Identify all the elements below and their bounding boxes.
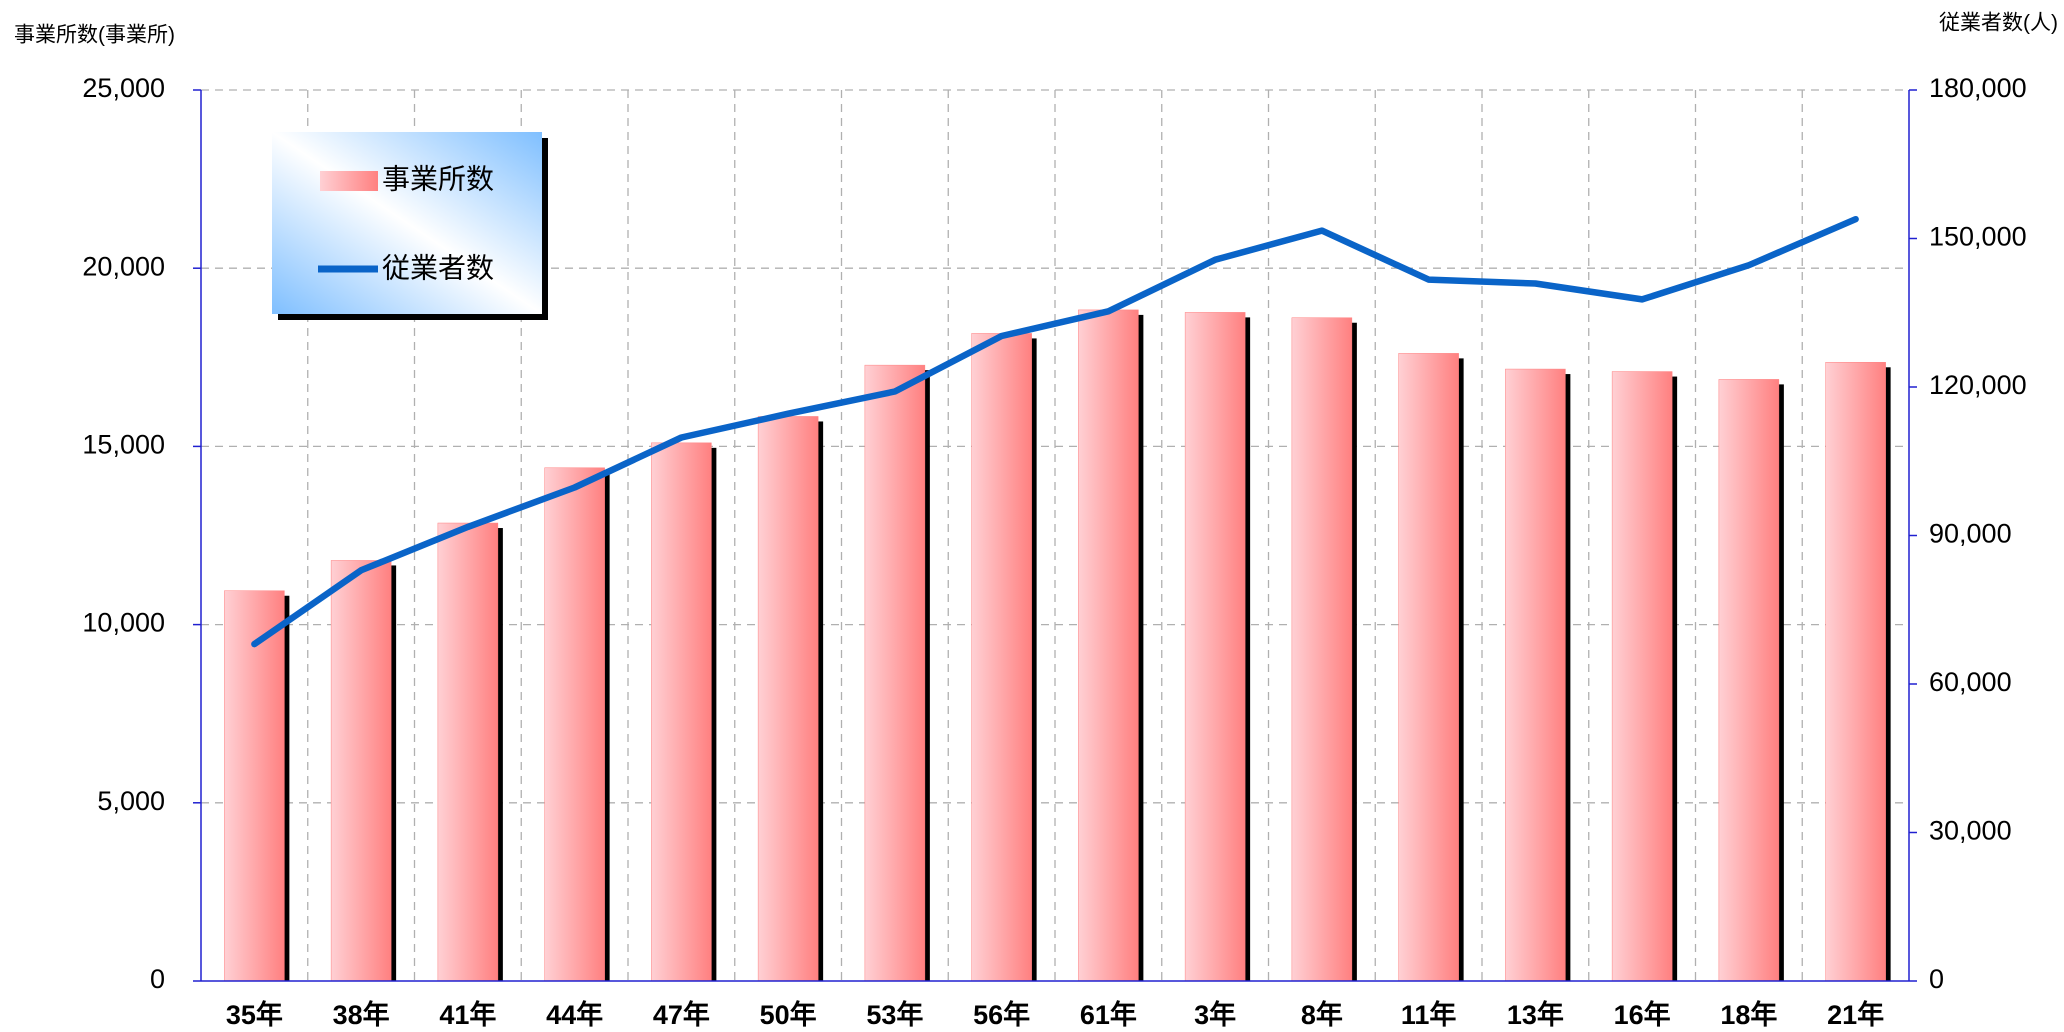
- plot-area: 0 5,000 10,000 15,000 20,000 25,000 0 30,000 60,…: [82, 73, 2026, 1030]
- legend-label: 事業所数: [382, 163, 494, 194]
- bar: [1078, 309, 1139, 982]
- y-axis-title: 事業所数(事業所): [14, 24, 175, 47]
- y-tick-label: 15,000: [82, 430, 165, 460]
- legend: 事業所数 従業者数: [272, 132, 548, 320]
- x-tick-label: 53年: [866, 999, 923, 1030]
- bar: [1398, 353, 1459, 982]
- bar: [544, 467, 605, 982]
- bar: [330, 560, 392, 982]
- legend-swatch-bar: [320, 171, 378, 191]
- x-tick-label: 56年: [973, 999, 1030, 1030]
- bar: [437, 522, 499, 982]
- bar: [1718, 379, 1780, 982]
- x-tick-label: 3年: [1194, 999, 1236, 1030]
- line: [251, 215, 1859, 648]
- y-tick-label: 0: [150, 964, 165, 994]
- x-tick-label: 44年: [546, 999, 603, 1030]
- bar: [651, 442, 712, 982]
- x-tick-label: 61年: [1080, 999, 1137, 1030]
- bar: [1611, 371, 1673, 982]
- y2-tick-label: 150,000: [1929, 222, 2027, 252]
- legend-label: 従業者数: [382, 252, 494, 283]
- legend-box: [272, 132, 542, 314]
- y2-axis-title: 従業者数(人): [1939, 12, 2058, 35]
- y-tick-label: 5,000: [97, 786, 165, 816]
- y-tick-label: 25,000: [82, 73, 165, 103]
- bar: [757, 416, 819, 982]
- bar: [1291, 317, 1353, 982]
- x-tick-label: 38年: [333, 999, 390, 1030]
- x-tick-label: 50年: [760, 999, 817, 1030]
- y2-tick-label: 90,000: [1929, 519, 2012, 549]
- bar: [1505, 368, 1566, 982]
- x-tick-label: 8年: [1301, 999, 1343, 1030]
- bar: [864, 364, 926, 982]
- y2-tick-label: 30,000: [1929, 816, 2012, 846]
- bar: [971, 333, 1032, 982]
- x-tick-label: 18年: [1720, 999, 1777, 1030]
- x-tick-label: 16年: [1614, 999, 1671, 1030]
- y-tick-label: 20,000: [82, 251, 165, 281]
- x-tick-label: 13年: [1507, 999, 1564, 1030]
- y2-tick-label: 60,000: [1929, 667, 2012, 697]
- x-tick-label: 47年: [653, 999, 710, 1030]
- bar: [224, 590, 285, 982]
- y2-tick-label: 120,000: [1929, 370, 2027, 400]
- x-tick-label: 21年: [1827, 999, 1884, 1030]
- y-tick-label: 10,000: [82, 608, 165, 638]
- x-tick-label: 41年: [439, 999, 496, 1030]
- y2-tick-label: 180,000: [1929, 73, 2027, 103]
- x-tick-label: 11年: [1401, 999, 1457, 1030]
- bar: [1184, 312, 1246, 982]
- bar: [1825, 362, 1886, 982]
- x-tick-label: 35年: [226, 999, 283, 1030]
- y2-tick-label: 0: [1929, 964, 1944, 994]
